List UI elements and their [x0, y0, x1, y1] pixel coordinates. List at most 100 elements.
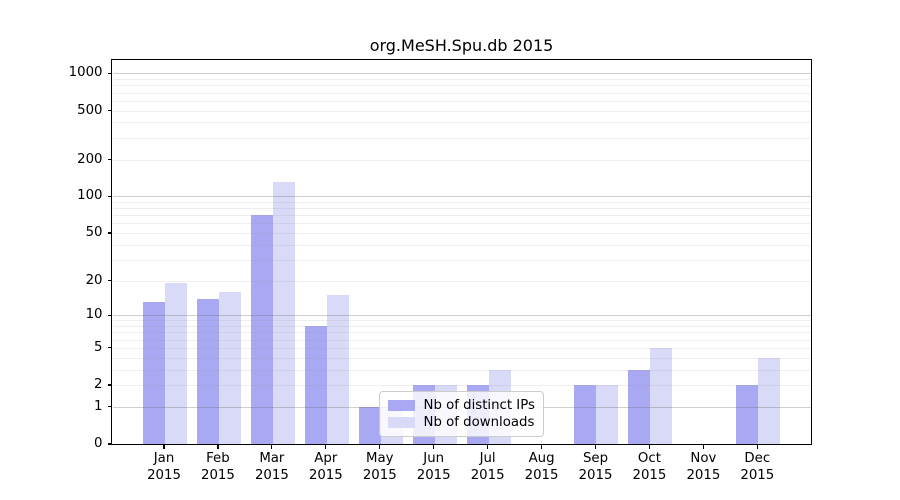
bar-distinct-ips — [143, 302, 165, 444]
bar-distinct-ips — [358, 406, 381, 444]
bar-downloads — [326, 295, 349, 444]
y-tick — [107, 406, 112, 408]
x-tick-label-dec: Dec 2015 — [729, 451, 785, 484]
chart-title: org.MeSH.Spu.db 2015 — [369, 36, 554, 55]
x-tick — [379, 444, 381, 449]
x-tick — [756, 444, 758, 449]
gridline-minor — [112, 202, 811, 204]
gridline-minor — [112, 208, 811, 210]
gridline-minor — [112, 122, 811, 124]
x-tick-label-may: May 2015 — [352, 451, 408, 484]
bar-distinct-ips — [196, 298, 219, 444]
x-tick — [648, 444, 650, 449]
y-tick-label: 1 — [94, 398, 103, 414]
legend-swatch-distinct-ips — [387, 399, 415, 411]
y-tick — [107, 384, 112, 386]
bar-distinct-ips — [736, 385, 759, 444]
gridline-minor — [112, 110, 811, 112]
y-tick — [107, 280, 112, 282]
month-label: Jan — [153, 451, 175, 466]
y-tick — [107, 158, 112, 161]
y-tick-label: 500 — [77, 102, 103, 118]
legend-label-downloads: Nb of downloads — [423, 415, 535, 431]
year-label: 2015 — [201, 467, 235, 483]
y-tick-label: 2 — [94, 377, 103, 393]
bar-distinct-ips — [628, 369, 651, 444]
x-tick — [433, 444, 435, 449]
gridline-minor — [112, 79, 811, 81]
month-label: Sep — [582, 451, 609, 466]
x-tick-label-apr: Apr 2015 — [298, 451, 354, 484]
gridline-minor — [112, 100, 811, 102]
month-label: Feb — [206, 451, 230, 466]
year-label: 2015 — [308, 467, 343, 483]
x-tick — [163, 444, 165, 449]
x-tick — [540, 444, 543, 449]
gridline-minor — [112, 215, 811, 217]
year-label: 2015 — [362, 467, 397, 483]
gridline-minor — [112, 326, 811, 328]
x-tick — [702, 444, 704, 449]
gridline-minor — [112, 244, 811, 246]
y-tick-label: 100 — [77, 188, 103, 204]
year-label: 2015 — [470, 467, 505, 483]
x-tick — [271, 444, 273, 449]
y-tick — [107, 72, 112, 74]
x-tick-label-mar: Mar 2015 — [244, 451, 300, 484]
legend-item-distinct-ips: Nb of distinct IPs — [387, 398, 535, 413]
bar-distinct-ips — [574, 385, 597, 444]
gridline-major — [112, 196, 811, 198]
x-tick-label-aug: Aug 2015 — [514, 451, 570, 484]
month-label: Nov — [690, 451, 717, 466]
year-label: 2015 — [686, 467, 721, 483]
x-tick-label-jun: Jun 2015 — [406, 451, 462, 484]
bar-distinct-ips — [304, 326, 327, 444]
bar-downloads — [165, 283, 187, 444]
x-tick-label-jul: Jul 2015 — [460, 451, 516, 484]
month-label: May — [365, 451, 394, 466]
gridline-minor — [112, 280, 811, 282]
gridline-minor — [112, 259, 811, 261]
gridline-minor — [112, 137, 811, 139]
x-tick — [594, 444, 597, 449]
gridline-minor — [112, 385, 811, 387]
year-label: 2015 — [254, 467, 289, 483]
y-tick-label: 5 — [94, 339, 103, 355]
gridline-minor — [112, 85, 811, 87]
y-tick — [107, 314, 112, 316]
gridline-major — [112, 73, 811, 75]
y-tick-label: 200 — [77, 151, 103, 167]
bar-downloads — [650, 347, 673, 444]
bar-distinct-ips — [250, 215, 273, 444]
gridline-minor — [112, 320, 811, 322]
legend-swatch-downloads — [387, 417, 415, 429]
gridline-minor — [112, 357, 811, 359]
gridline-minor — [112, 369, 811, 371]
year-label: 2015 — [632, 467, 667, 483]
legend-box: Nb of distinct IPs Nb of downloads — [378, 391, 544, 437]
y-tick — [107, 232, 112, 234]
x-tick — [217, 444, 219, 449]
gridline-minor — [112, 233, 811, 235]
x-tick — [325, 444, 327, 449]
year-label: 2015 — [147, 467, 181, 483]
year-label: 2015 — [524, 467, 559, 483]
x-tick-label-jan: Jan 2015 — [136, 451, 192, 484]
gridline-minor — [112, 92, 811, 94]
y-tick — [107, 109, 112, 112]
gridline-minor — [112, 347, 811, 349]
year-label: 2015 — [416, 467, 451, 483]
x-tick-label-nov: Nov 2015 — [675, 451, 731, 484]
y-tick — [107, 195, 112, 198]
month-label: Oct — [637, 451, 661, 466]
y-tick — [107, 443, 112, 445]
y-tick — [107, 347, 112, 349]
legend-item-downloads: Nb of downloads — [387, 415, 535, 431]
bar-downloads — [272, 182, 295, 444]
y-tick-label: 1000 — [68, 65, 103, 81]
y-tick-label: 10 — [85, 307, 103, 323]
x-tick-label-oct: Oct 2015 — [621, 451, 677, 484]
month-label: Mar — [259, 451, 285, 466]
bar-downloads — [596, 385, 619, 444]
